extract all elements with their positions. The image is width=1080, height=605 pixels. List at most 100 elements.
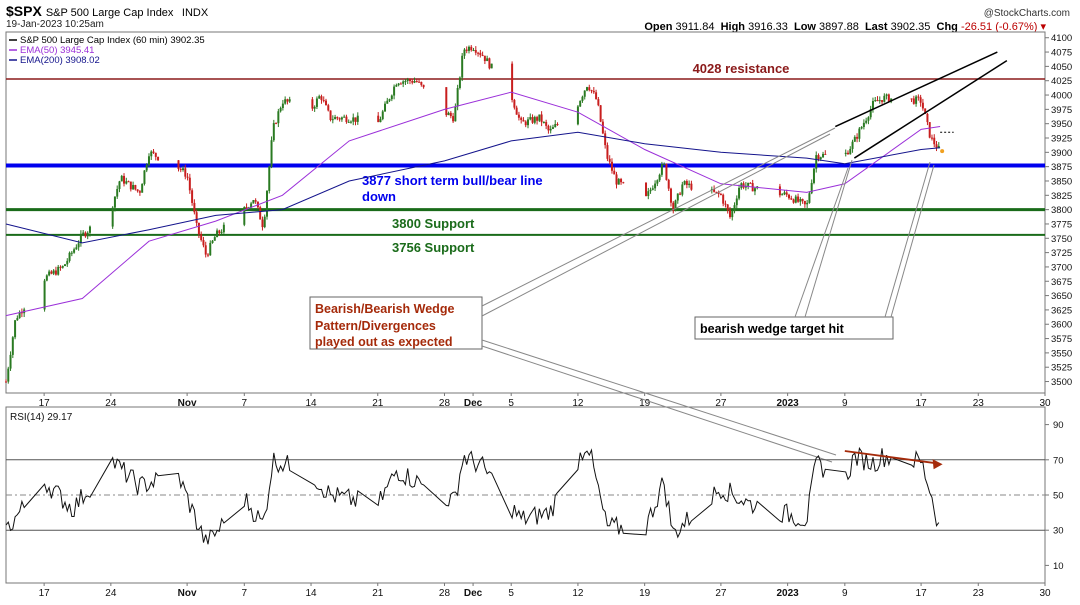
candle-body <box>66 260 69 265</box>
annotation-box-divergence <box>309 296 483 350</box>
candle-body <box>878 100 881 102</box>
divergence-arrow <box>844 450 937 465</box>
candle-body <box>193 202 196 213</box>
candle-body <box>447 112 450 116</box>
candle-body <box>488 58 491 69</box>
candle-body <box>64 264 67 266</box>
candle-body <box>595 92 598 100</box>
candle-body <box>935 144 938 149</box>
x-tick-label: 23 <box>973 398 985 409</box>
candle-body <box>747 182 750 186</box>
x-tick-label: Dec <box>464 398 483 409</box>
candle-body <box>5 381 7 383</box>
candle-body <box>327 105 330 111</box>
candle-body <box>645 182 648 196</box>
candle-body <box>415 81 418 83</box>
candle-body <box>860 127 863 129</box>
candle-body <box>663 163 666 165</box>
candle-body <box>785 192 788 195</box>
candle-body <box>910 98 913 100</box>
y-tick-label: 3525 <box>1051 363 1072 374</box>
candle-body <box>672 202 675 211</box>
rsi-x-tick-label: 7 <box>242 588 248 599</box>
candle-body <box>817 155 820 160</box>
candle-body <box>288 99 291 102</box>
x-tick-label: 24 <box>105 398 117 409</box>
candle-body <box>803 200 806 205</box>
rsi-tick-label: 70 <box>1053 455 1064 466</box>
candle-body <box>70 252 73 254</box>
candle-body <box>43 280 46 310</box>
candle-body <box>113 196 116 208</box>
y-tick-label: 3625 <box>1051 305 1072 316</box>
candle-body <box>445 87 448 116</box>
candle-body <box>815 155 818 169</box>
candle-body <box>799 199 802 202</box>
candle-body <box>456 88 459 107</box>
candle-body <box>245 206 248 208</box>
x-tick-label: 7 <box>242 398 248 409</box>
candle-body <box>676 193 679 201</box>
y-tick-label: 3925 <box>1051 134 1072 145</box>
candle-body <box>674 200 677 211</box>
candle-body <box>717 191 720 194</box>
candle-body <box>881 100 884 102</box>
candle-body <box>390 95 393 100</box>
candle-body <box>513 99 516 108</box>
candle-body <box>556 124 559 126</box>
rsi-x-tick-label: 24 <box>105 588 117 599</box>
candle-body <box>395 85 398 87</box>
candle-body <box>209 242 212 256</box>
callout-line <box>794 167 849 318</box>
candle-body <box>858 128 861 139</box>
candle-body <box>862 122 865 128</box>
candle-body <box>195 212 198 223</box>
candle-body <box>490 63 493 69</box>
y-tick-label: 3650 <box>1051 291 1072 302</box>
candle-body <box>536 117 539 121</box>
bullbear-label-cont: down <box>362 189 396 204</box>
candle-body <box>649 189 652 192</box>
candle-body <box>191 190 194 203</box>
last-price-dot <box>940 149 945 154</box>
candle-body <box>847 152 850 155</box>
candle-body <box>481 54 484 56</box>
candle-body <box>284 99 287 104</box>
candle-body <box>152 151 155 153</box>
candle-body <box>742 183 745 188</box>
candle-body <box>617 179 620 185</box>
x-tick-label: 17 <box>39 398 51 409</box>
candle-body <box>781 194 784 196</box>
candle-body <box>599 105 602 122</box>
candle-body <box>615 174 618 185</box>
candle-body <box>865 120 868 123</box>
candle-body <box>18 312 21 319</box>
candle-body <box>588 87 591 91</box>
rsi-x-tick-label: 14 <box>305 588 317 599</box>
candle-body <box>211 240 214 243</box>
candle-body <box>819 157 822 160</box>
candle-body <box>277 111 280 124</box>
candle-body <box>531 117 534 123</box>
candle-body <box>7 368 10 382</box>
candle-body <box>592 90 595 93</box>
candle-body <box>243 206 246 225</box>
callout-line <box>804 159 853 318</box>
candle-body <box>154 152 157 157</box>
x-tick-label: 30 <box>1039 398 1051 409</box>
candle-body <box>919 97 922 103</box>
price-panel-frame <box>5 31 1046 394</box>
rsi-x-tick-label: 12 <box>572 588 584 599</box>
y-tick-label: 3875 <box>1051 162 1072 173</box>
divergence-arrowhead <box>932 459 943 470</box>
candle-body <box>586 87 589 91</box>
candle-body <box>420 81 423 85</box>
candle-body <box>454 106 457 122</box>
candle-body <box>79 233 82 244</box>
rsi-x-tick-label: 21 <box>372 588 384 599</box>
rsi-x-tick-label: 19 <box>639 588 651 599</box>
x-tick-label: 14 <box>305 398 317 409</box>
y-tick-label: 4100 <box>1051 33 1072 44</box>
rsi-tick-label: 50 <box>1053 491 1064 502</box>
